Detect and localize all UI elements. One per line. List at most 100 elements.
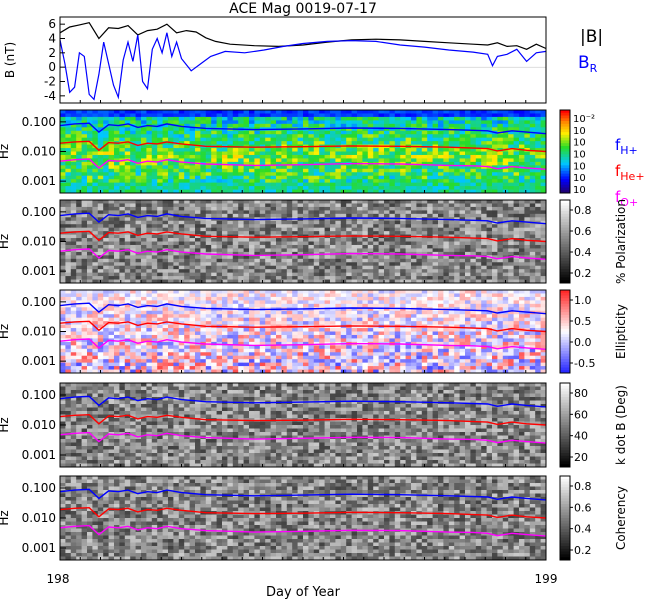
spectrogram-cell xyxy=(276,169,282,173)
spectrogram-cell xyxy=(152,228,158,232)
spectrogram-cell xyxy=(119,203,125,207)
spectrogram-cell xyxy=(168,207,174,211)
spectrogram-cell xyxy=(136,158,142,162)
spectrogram-cell xyxy=(292,224,298,228)
spectrogram-cell xyxy=(373,113,379,117)
spectrogram-cell xyxy=(514,120,520,124)
spectrogram-cell xyxy=(141,269,147,273)
spectrogram-cell xyxy=(281,117,287,121)
spectrogram-cell xyxy=(98,120,104,124)
spectrogram-cell xyxy=(71,273,77,277)
spectrogram-cell xyxy=(222,158,228,162)
spectrogram-cell xyxy=(92,290,98,294)
spectrogram-cell xyxy=(303,183,309,187)
spectrogram-cell xyxy=(125,186,131,190)
spectrogram-cell xyxy=(217,138,223,142)
spectrogram-cell xyxy=(411,207,417,211)
colorbar-tick-label: 10 xyxy=(573,173,586,184)
spectrogram-cell xyxy=(103,349,109,353)
spectrogram-cell xyxy=(470,269,476,273)
spectrogram-cell xyxy=(65,269,71,273)
spectrogram-cell xyxy=(238,134,244,138)
spectrogram-cell xyxy=(184,255,190,259)
spectrogram-cell xyxy=(308,110,314,114)
spectrogram-cell xyxy=(503,248,509,252)
spectrogram-cell xyxy=(184,138,190,142)
spectrogram-cell xyxy=(152,113,158,117)
spectrogram-cell xyxy=(335,134,341,138)
spectrogram-cell xyxy=(119,186,125,190)
spectrogram-cell xyxy=(152,328,158,332)
spectrogram-cell xyxy=(87,328,93,332)
spectrogram-cell xyxy=(362,124,368,128)
spectrogram-cell xyxy=(200,141,206,145)
spectrogram-cell xyxy=(352,228,358,232)
spectrogram-cell xyxy=(179,245,185,249)
spectrogram-cell xyxy=(508,186,514,190)
spectrogram-cell xyxy=(114,110,120,114)
spectrogram-cell xyxy=(271,269,277,273)
spectrogram-cell xyxy=(481,207,487,211)
spectrogram-cell xyxy=(168,262,174,266)
spectrogram-cell xyxy=(314,141,320,145)
spectrogram-cell xyxy=(422,179,428,183)
spectrogram-cell xyxy=(325,134,331,138)
spectrogram-cell xyxy=(292,245,298,249)
spectrogram-cell xyxy=(254,131,260,135)
spectrogram-cell xyxy=(530,207,536,211)
spectrogram-cell xyxy=(308,134,314,138)
spectrogram-cell xyxy=(179,276,185,280)
spectrogram-cell xyxy=(443,152,449,156)
spectrogram-cell xyxy=(422,207,428,211)
spectrogram-cell xyxy=(476,152,482,156)
spectrogram-cell xyxy=(384,273,390,277)
spectrogram-cell xyxy=(195,172,201,176)
spectrogram-cell xyxy=(400,148,406,152)
spectrogram-cell xyxy=(303,207,309,211)
spectrogram-cell xyxy=(195,186,201,190)
spectrogram-cell xyxy=(449,242,455,246)
spectrogram-cell xyxy=(146,252,152,256)
spectrogram-cell xyxy=(119,356,125,360)
spectrogram-cell xyxy=(389,117,395,121)
spectrogram-cell xyxy=(249,273,255,277)
spectrogram-cell xyxy=(362,266,368,270)
spectrogram-cell xyxy=(217,210,223,214)
spectrogram-cell xyxy=(292,228,298,232)
spectrogram-cell xyxy=(352,141,358,145)
spectrogram-cell xyxy=(146,238,152,242)
spectrogram-cell xyxy=(206,207,212,211)
spectrogram-cell xyxy=(519,252,525,256)
spectrogram-cell xyxy=(130,165,136,169)
spectrogram-cell xyxy=(179,152,185,156)
spectrogram-cell xyxy=(292,120,298,124)
spectrogram-cell xyxy=(152,349,158,353)
spectrogram-cell xyxy=(465,276,471,280)
spectrogram-cell xyxy=(384,158,390,162)
spectrogram-cell xyxy=(508,207,514,211)
spectrogram-cell xyxy=(497,269,503,273)
spectrogram-cell xyxy=(460,231,466,235)
spectrogram-cell xyxy=(519,172,525,176)
spectrogram-cell xyxy=(384,113,390,117)
spectrogram-cell xyxy=(71,293,77,297)
spectrogram-cell xyxy=(249,141,255,145)
spectrogram-cell xyxy=(125,318,131,322)
spectrogram-cell xyxy=(217,169,223,173)
spectrogram-cell xyxy=(217,262,223,266)
spectrogram-cell xyxy=(346,221,352,225)
spectrogram-cell xyxy=(357,158,363,162)
spectrogram-cell xyxy=(292,269,298,273)
spectrogram-cell xyxy=(308,276,314,280)
legend-b-r: BR xyxy=(578,53,598,75)
spectrogram-cell xyxy=(141,363,147,367)
spectrogram-cell xyxy=(368,169,374,173)
spectrogram-cell xyxy=(227,110,233,114)
spectrogram-cell xyxy=(503,152,509,156)
spectrogram-cell xyxy=(276,152,282,156)
spectrogram-cell xyxy=(454,155,460,159)
spectrogram-cell xyxy=(438,120,444,124)
spectrogram-cell xyxy=(60,162,66,166)
spectrogram-cell xyxy=(406,113,412,117)
spectrogram-cell xyxy=(211,207,217,211)
